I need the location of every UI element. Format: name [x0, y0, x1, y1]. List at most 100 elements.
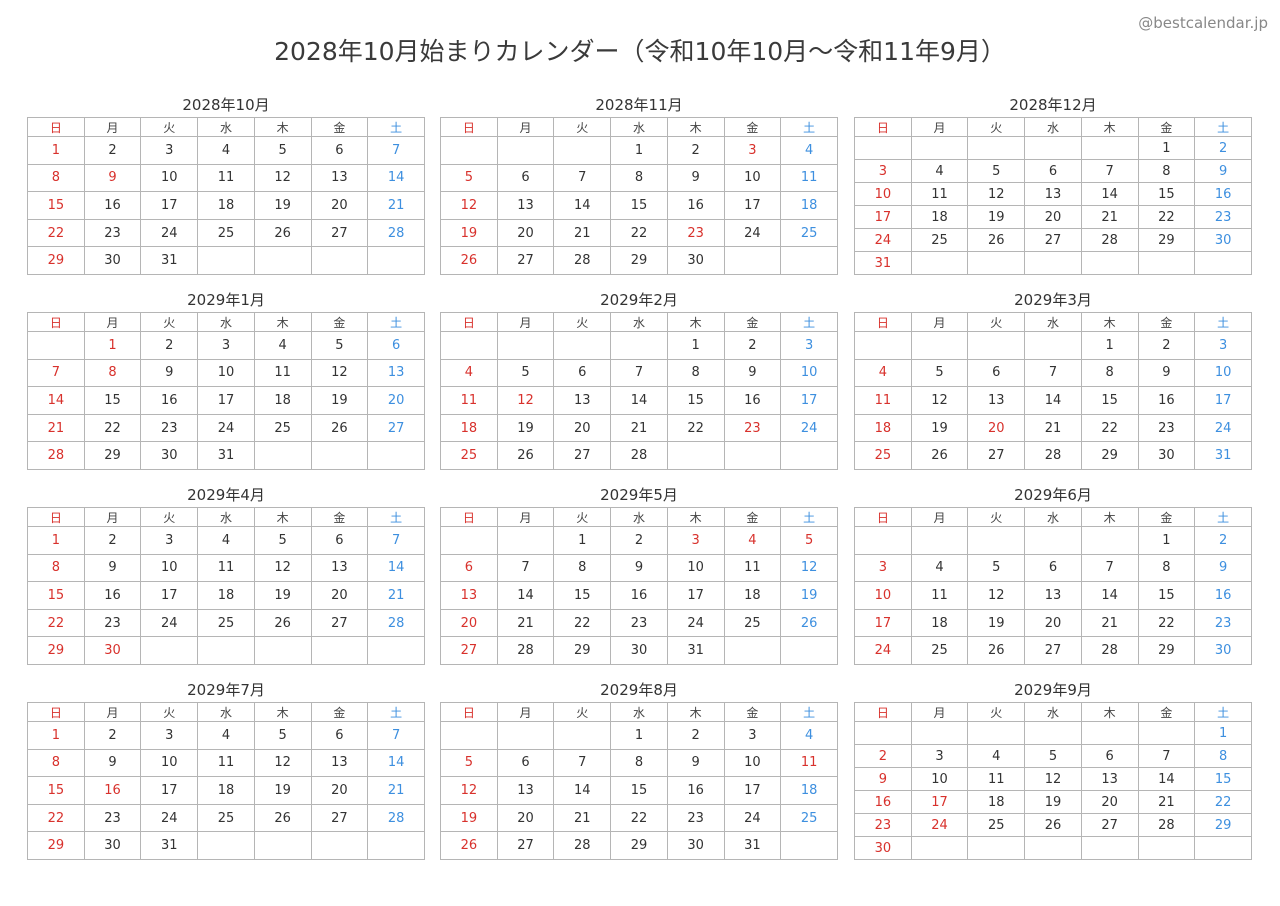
day-cell: 4: [967, 744, 1026, 768]
weekday-header: 火: [553, 702, 612, 722]
day-cell: 6: [496, 163, 555, 193]
day-cell: 24: [140, 608, 199, 638]
day-cell: 24: [666, 608, 725, 638]
day-cell: 24: [197, 413, 255, 443]
weekday-header: 金: [1137, 507, 1196, 527]
weekday-header: 火: [553, 117, 612, 137]
empty-cell: [1194, 251, 1252, 275]
day-cell: 29: [1194, 813, 1252, 837]
month-calendar: 2029年2月日月火水木金土 1 2 3 4 5 6 7 8 9 10 11 12 13 14 15 16 17 1…: [440, 289, 838, 471]
weekday-header: 月: [910, 117, 969, 137]
day-cell: 17: [666, 581, 725, 610]
day-cell: 22: [27, 803, 85, 833]
day-cell: 27: [310, 608, 369, 638]
day-cell: 27: [440, 636, 498, 665]
day-cell: 21: [367, 776, 425, 805]
day-cell: 8: [1137, 553, 1196, 583]
day-cell: 30: [1194, 636, 1252, 665]
day-cell: 23: [1194, 608, 1252, 638]
empty-cell: [780, 246, 838, 275]
weekday-header: 日: [27, 312, 85, 332]
day-cell: 25: [440, 441, 498, 470]
day-cell: 16: [666, 776, 725, 805]
day-cell: 2: [1194, 526, 1252, 555]
weekday-header: 火: [967, 117, 1026, 137]
weekday-header: 日: [27, 507, 85, 527]
day-cell: 20: [496, 803, 555, 833]
day-cell: 14: [1024, 386, 1082, 415]
empty-cell: [197, 246, 255, 275]
day-cell: 11: [780, 163, 838, 193]
weekday-header: 月: [83, 117, 142, 137]
day-cell: 19: [253, 191, 312, 220]
day-cell: 30: [83, 246, 142, 275]
day-cell: 25: [780, 218, 838, 248]
day-cell: 23: [1194, 205, 1252, 229]
weekday-header: 日: [27, 117, 85, 137]
day-cell: 19: [967, 608, 1026, 638]
day-cell: 11: [440, 386, 498, 415]
day-cell: 9: [1194, 553, 1252, 583]
day-cell: 27: [1024, 228, 1082, 252]
day-cell: 17: [854, 205, 912, 229]
day-cell: 2: [666, 721, 725, 750]
day-cell: 6: [440, 553, 498, 583]
day-cell: 8: [1194, 744, 1252, 768]
day-cell: 17: [723, 191, 782, 220]
weekday-header: 金: [723, 702, 782, 722]
day-cell: 10: [723, 748, 782, 778]
day-cell: 22: [553, 608, 612, 638]
day-cell: 12: [780, 553, 838, 583]
day-cell: 11: [910, 182, 969, 206]
weekday-header: 金: [1137, 312, 1196, 332]
day-cell: 26: [253, 608, 312, 638]
day-cell: 19: [967, 205, 1026, 229]
day-cell: 15: [83, 386, 142, 415]
weekday-header: 火: [967, 702, 1026, 722]
weekday-header: 木: [1080, 117, 1139, 137]
day-cell: 20: [310, 191, 369, 220]
day-cell: 12: [253, 553, 312, 583]
day-cell: 10: [780, 358, 838, 388]
weekday-header: 水: [1024, 702, 1082, 722]
weekday-header: 金: [310, 312, 369, 332]
weekday-header: 金: [723, 117, 782, 137]
empty-cell: [967, 721, 1026, 745]
weekday-header: 木: [1080, 312, 1139, 332]
day-cell: 3: [723, 721, 782, 750]
day-cell: 30: [1137, 441, 1196, 470]
day-cell: 6: [967, 358, 1026, 388]
day-cell: 6: [310, 721, 369, 750]
day-cell: 12: [253, 163, 312, 193]
day-cell: 6: [310, 136, 369, 165]
weekday-header: 土: [1194, 117, 1252, 137]
empty-cell: [967, 136, 1026, 160]
month-calendar: 2029年4月日月火水木金土 1 2 3 4 5 6 7 8 9 10 11 12 13 14 15 16 17 1…: [27, 484, 425, 666]
day-cell: 16: [83, 581, 142, 610]
day-cell: 11: [253, 358, 312, 388]
day-cell: 14: [367, 748, 425, 778]
day-cell: 19: [440, 218, 498, 248]
day-cell: 28: [553, 831, 612, 860]
day-cell: 7: [367, 136, 425, 165]
day-cell: 8: [666, 358, 725, 388]
empty-cell: [310, 246, 369, 275]
day-cell: 16: [1194, 581, 1252, 610]
day-cell: 25: [780, 803, 838, 833]
empty-cell: [854, 526, 912, 555]
day-cell: 22: [610, 803, 668, 833]
day-cell: 19: [780, 581, 838, 610]
day-cell: 27: [496, 831, 555, 860]
empty-cell: [1080, 251, 1139, 275]
day-cell: 6: [367, 331, 425, 360]
day-cell: 12: [967, 581, 1026, 610]
empty-cell: [253, 636, 312, 665]
empty-cell: [610, 331, 668, 360]
weekday-header: 水: [1024, 312, 1082, 332]
day-cell: 12: [440, 191, 498, 220]
empty-cell: [197, 831, 255, 860]
weekday-header: 水: [610, 312, 668, 332]
day-cell: 1: [553, 526, 612, 555]
day-cell: 28: [496, 636, 555, 665]
weekday-header: 金: [310, 117, 369, 137]
